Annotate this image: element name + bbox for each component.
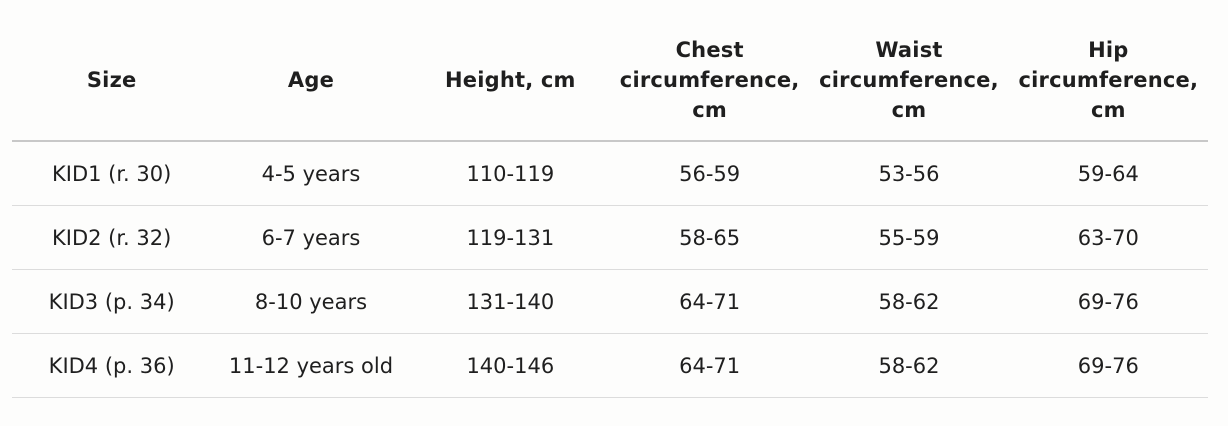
header-waist: Waist circumference, cm [809,20,1009,142]
header-row: Size Age Height, cm Chest circumference,… [12,20,1208,142]
cell-chest: 58-65 [609,205,810,270]
size-chart-table: Size Age Height, cm Chest circumference,… [12,20,1208,398]
cell-age: 6-7 years [211,205,411,270]
table-row: KID4 (p. 36) 11-12 years old 140-146 64-… [12,333,1208,398]
cell-waist: 58-62 [809,333,1009,398]
cell-hip: 69-76 [1008,269,1208,334]
cell-hip: 63-70 [1008,205,1208,270]
cell-height: 131-140 [410,269,610,334]
cell-age: 8-10 years [211,269,411,334]
cell-height: 119-131 [410,205,610,270]
cell-chest: 56-59 [609,141,810,206]
cell-waist: 53-56 [809,141,1009,206]
cell-chest: 64-71 [609,333,810,398]
header-chest: Chest circumference, cm [609,20,810,142]
table-header: Size Age Height, cm Chest circumference,… [12,20,1208,142]
cell-age: 11-12 years old [211,333,411,398]
cell-age: 4-5 years [211,141,411,206]
cell-height: 110-119 [410,141,610,206]
header-age: Age [211,20,411,142]
cell-size: KID1 (r. 30) [12,141,212,206]
cell-hip: 59-64 [1008,141,1208,206]
cell-hip: 69-76 [1008,333,1208,398]
table-body: KID1 (r. 30) 4-5 years 110-119 56-59 53-… [12,141,1208,398]
cell-height: 140-146 [410,333,610,398]
cell-size: KID2 (r. 32) [12,205,212,270]
cell-waist: 55-59 [809,205,1009,270]
table-row: KID1 (r. 30) 4-5 years 110-119 56-59 53-… [12,141,1208,206]
cell-chest: 64-71 [609,269,810,334]
cell-size: KID4 (p. 36) [12,333,212,398]
header-size: Size [12,20,212,142]
header-hip: Hip circumference, cm [1008,20,1208,142]
cell-waist: 58-62 [809,269,1009,334]
table-row: KID3 (p. 34) 8-10 years 131-140 64-71 58… [12,269,1208,334]
table-row: KID2 (r. 32) 6-7 years 119-131 58-65 55-… [12,205,1208,270]
cell-size: KID3 (p. 34) [12,269,212,334]
header-height: Height, cm [410,20,610,142]
